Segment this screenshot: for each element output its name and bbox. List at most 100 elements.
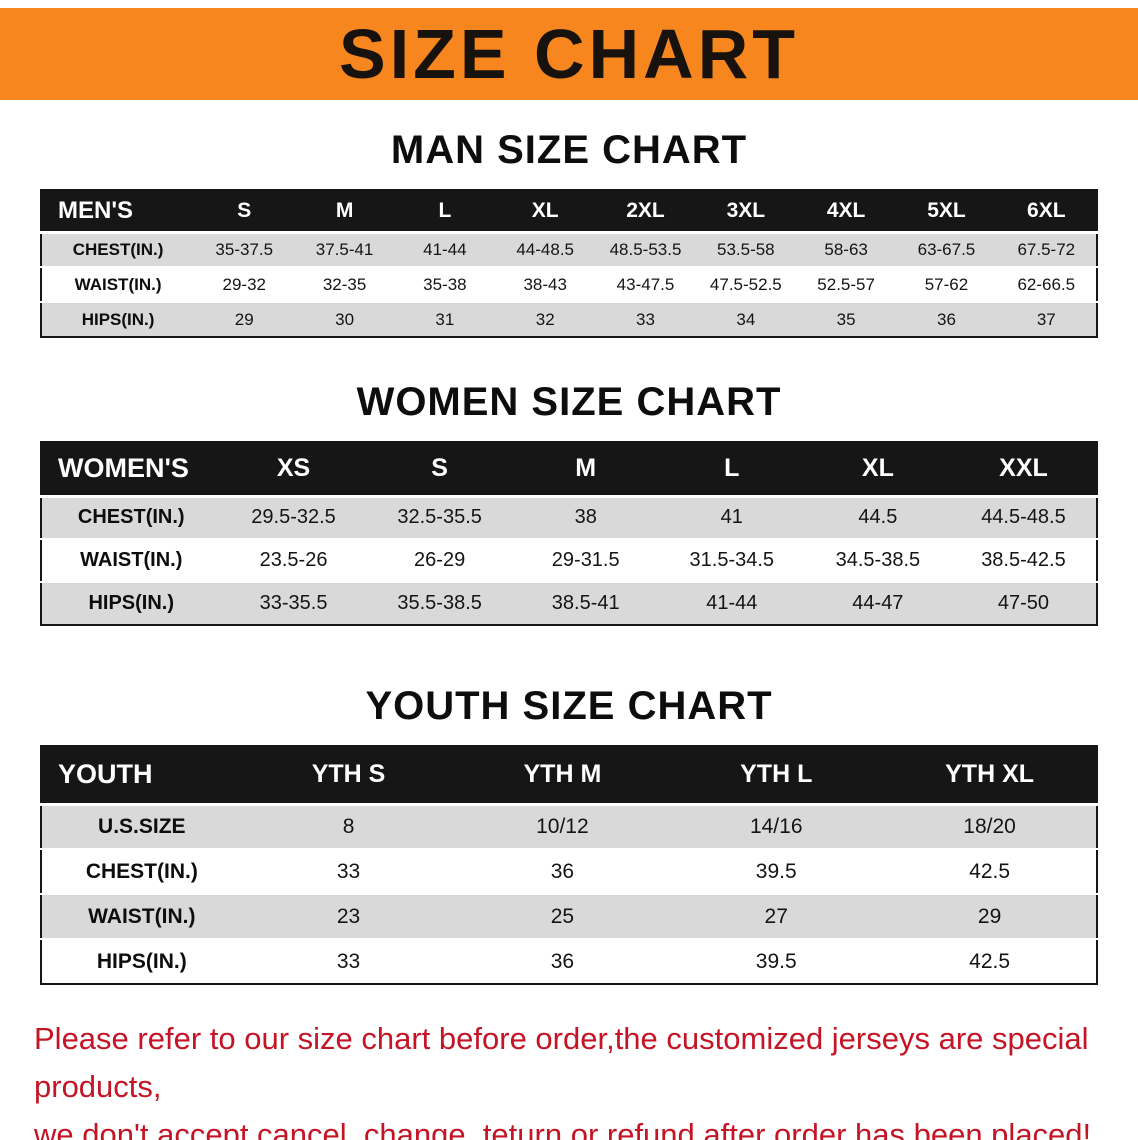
table-row: WAIST(IN.) 29-32 32-35 35-38 38-43 43-47.5 47.… <box>41 267 1097 302</box>
measurement-value-cell: 38.5-41 <box>551 592 620 614</box>
size-column-header: XL <box>804 442 951 496</box>
table-row: CHEST(IN.) 29.5-32.5 32.5-35.5 38 41 44.5 44.5… <box>41 496 1097 539</box>
size-column-header: S <box>194 190 295 232</box>
table-row: WAIST(IN.) 23.5-26 26-29 29-31.5 31.5-34.5 34… <box>41 539 1097 582</box>
measurement-value-cell: 43-47.5 <box>616 274 675 294</box>
table-header-row: YOUTH YTH S YTH M YTH L YTH XL <box>41 746 1097 804</box>
size-column-header: XXL <box>950 442 1097 496</box>
measurement-value-cell: 33 <box>636 309 655 329</box>
size-column-header: S <box>366 442 513 496</box>
size-column-header: XS <box>220 442 367 496</box>
measurement-value-cell: 42.5 <box>969 949 1011 973</box>
section-youth: YOUTH SIZE CHART YOUTH YTH S YTH M YTH L YTH… <box>0 684 1138 985</box>
measurement-label-cell: HIPS(IN.) <box>96 949 187 973</box>
table-header-row: WOMEN'S XS S M L XL XXL <box>41 442 1097 496</box>
measurement-label-cell: HIPS(IN.) <box>81 309 155 329</box>
size-column-header: XL <box>495 190 596 232</box>
table-row: HIPS(IN.) 29 30 31 32 33 34 35 36 37 <box>41 302 1097 337</box>
measurement-value-cell: 52.5-57 <box>817 274 875 294</box>
measurement-value-cell: 67.5-72 <box>1017 239 1076 259</box>
measurement-value-cell: 47.5-52.5 <box>709 274 782 294</box>
measurement-label-cell: CHEST(IN.) <box>77 506 185 529</box>
banner: SIZE CHART <box>0 8 1138 100</box>
table-title-cell: WOMEN'S <box>41 442 221 496</box>
table-row: HIPS(IN.) 33 36 39.5 42.5 <box>41 939 1097 984</box>
disclaimer-line-2: we don't accept cancel, change, teturn o… <box>34 1117 1092 1140</box>
measurement-value-cell: 23 <box>336 904 361 928</box>
youth-size-table: YOUTH YTH S YTH M YTH L YTH XL U.S.SIZE 8 10/12… <box>40 745 1098 985</box>
measurement-value-cell: 36 <box>936 309 956 329</box>
size-column-header: 2XL <box>595 190 696 232</box>
measurement-label-cell: HIPS(IN.) <box>88 592 175 614</box>
measurement-value-cell: 48.5-53.5 <box>609 239 682 259</box>
measurement-value-cell: 29-31.5 <box>551 549 620 571</box>
measurement-value-cell: 32.5-35.5 <box>397 506 482 529</box>
measurement-value-cell: 41 <box>720 506 743 529</box>
measurement-value-cell: 53.5-58 <box>716 239 775 259</box>
table-row: CHEST(IN.) 33 36 39.5 42.5 <box>41 849 1097 894</box>
measurement-value-cell: 34.5-38.5 <box>835 549 921 571</box>
measurement-value-cell: 38.5-42.5 <box>981 549 1066 571</box>
section-women: WOMEN SIZE CHART WOMEN'S XS S M L XL XXL CHEST(… <box>0 380 1138 626</box>
measurement-value-cell: 35 <box>836 309 856 329</box>
measurement-value-cell: 36 <box>550 949 575 973</box>
measurement-label-cell: WAIST(IN.) <box>74 274 162 294</box>
footer-disclaimer: Please refer to our size chart before or… <box>34 1015 1104 1140</box>
size-column-header: 4XL <box>795 190 897 232</box>
measurement-value-cell: 34 <box>736 309 756 329</box>
measurement-value-cell: 33 <box>336 859 361 883</box>
measurement-value-cell: 18/20 <box>963 814 1016 838</box>
men-size-chart-heading: MAN SIZE CHART <box>390 128 748 172</box>
measurement-value-cell: 25 <box>550 904 575 928</box>
size-column-header: YTH L <box>669 746 884 804</box>
measurement-value-cell: 8 <box>342 814 355 838</box>
size-column-header: 6XL <box>996 190 1097 232</box>
measurement-value-cell: 57-62 <box>924 274 969 294</box>
measurement-value-cell: 31.5-34.5 <box>689 549 775 571</box>
size-column-header: YTH XL <box>883 746 1097 804</box>
measurement-value-cell: 37 <box>1036 309 1056 329</box>
measurement-label-cell: CHEST(IN.) <box>72 239 164 259</box>
measurement-value-cell: 32-35 <box>322 274 367 294</box>
measurement-label-cell: WAIST(IN.) <box>80 549 183 571</box>
measurement-label-cell: CHEST(IN.) <box>85 859 198 883</box>
measurement-value-cell: 35-37.5 <box>215 239 274 259</box>
table-row: HIPS(IN.) 33-35.5 35.5-38.5 38.5-41 41-44 44-… <box>41 582 1097 625</box>
size-column-header: M <box>294 190 395 232</box>
measurement-value-cell: 36 <box>550 859 575 883</box>
measurement-value-cell: 35.5-38.5 <box>397 592 482 614</box>
section-men: MAN SIZE CHART MEN'S S M L XL 2XL 3XL 4XL 5XL 6XL… <box>0 128 1138 338</box>
measurement-value-cell: 26-29 <box>414 549 466 571</box>
measurement-value-cell: 10/12 <box>536 814 589 838</box>
measurement-value-cell: 38-43 <box>523 274 567 294</box>
measurement-value-cell: 14/16 <box>749 814 803 838</box>
size-column-header: M <box>512 442 659 496</box>
measurement-value-cell: 44-47 <box>852 592 904 614</box>
measurement-value-cell: 27 <box>764 904 788 928</box>
table-title-cell: YOUTH <box>41 746 242 804</box>
measurement-value-cell: 37.5-41 <box>315 239 374 259</box>
size-column-header: 5XL <box>896 190 997 232</box>
measurement-value-cell: 39.5 <box>755 949 797 973</box>
men-size-table: MEN'S S M L XL 2XL 3XL 4XL 5XL 6XL CHEST(IN.) 35-37… <box>40 189 1098 338</box>
measurement-value-cell: 30 <box>335 309 355 329</box>
measurement-value-cell: 47-50 <box>997 592 1050 614</box>
measurement-value-cell: 44-48.5 <box>516 239 575 259</box>
women-size-table: WOMEN'S XS S M L XL XXL CHEST(IN.) 29.5-32.5 32.5… <box>40 441 1098 626</box>
measurement-value-cell: 31 <box>435 309 455 329</box>
measurement-label-cell: WAIST(IN.) <box>88 904 196 928</box>
size-column-header: YTH S <box>241 746 456 804</box>
measurement-value-cell: 33-35.5 <box>259 592 328 614</box>
table-row: U.S.SIZE 8 10/12 14/16 18/20 <box>41 804 1097 849</box>
measurement-value-cell: 62-66.5 <box>1017 274 1076 294</box>
measurement-value-cell: 23.5-26 <box>259 549 328 571</box>
table-header-row: MEN'S S M L XL 2XL 3XL 4XL 5XL 6XL <box>41 190 1097 232</box>
table-row: WAIST(IN.) 23 25 27 29 <box>41 894 1097 939</box>
disclaimer-line-1: Please refer to our size chart before or… <box>34 1021 1089 1105</box>
measurement-label-cell: U.S.SIZE <box>98 814 186 838</box>
measurement-value-cell: 41-44 <box>706 592 758 614</box>
measurement-value-cell: 32 <box>535 309 555 329</box>
measurement-value-cell: 38 <box>574 506 597 529</box>
measurement-value-cell: 58-63 <box>824 239 868 259</box>
measurement-value-cell: 29-32 <box>222 274 266 294</box>
